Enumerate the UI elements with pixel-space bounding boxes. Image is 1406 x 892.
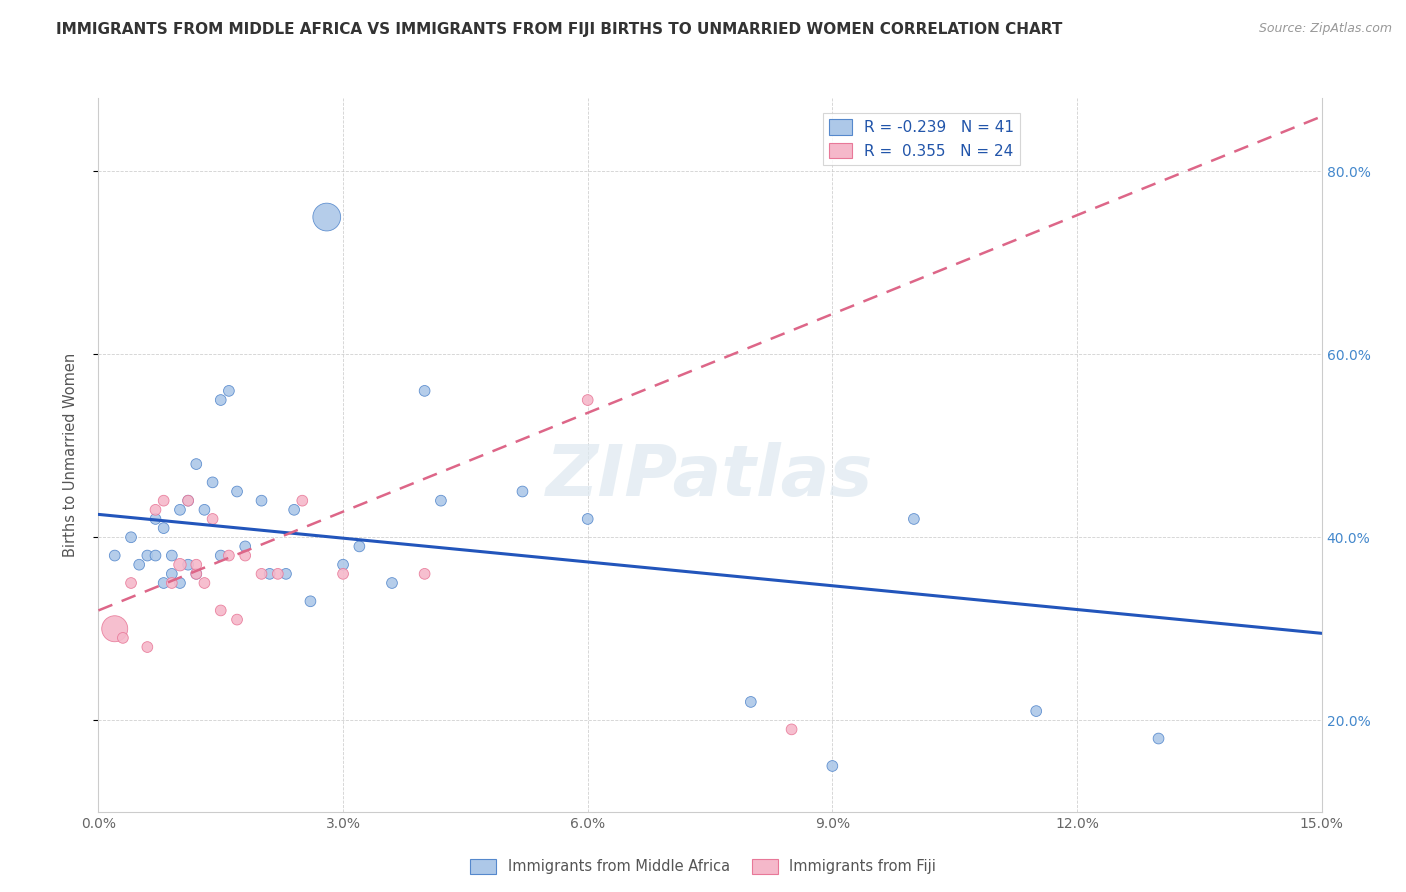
Point (136, 640, 159, 654)
Point (291, 493, 314, 508)
Point (381, 576, 404, 591)
Point (193, 503, 215, 517)
Point (218, 384, 240, 398)
Y-axis label: Births to Unmarried Women: Births to Unmarried Women (63, 353, 77, 557)
Point (740, 695, 762, 709)
Point (209, 603, 232, 617)
Point (145, 549, 167, 563)
Point (186, 566, 208, 581)
Point (576, 512, 599, 526)
Point (209, 392, 232, 407)
Point (1147, 731, 1170, 746)
Point (152, 521, 174, 535)
Point (160, 549, 183, 563)
Point (430, 493, 453, 508)
Point (259, 566, 281, 581)
Text: ZIPatlas: ZIPatlas (547, 442, 873, 511)
Point (160, 576, 183, 591)
Point (152, 493, 174, 508)
Point (413, 384, 436, 398)
Point (209, 549, 232, 563)
Point (111, 631, 134, 645)
Point (193, 576, 215, 591)
Legend: R = -0.239   N = 41, R =  0.355   N = 24: R = -0.239 N = 41, R = 0.355 N = 24 (823, 113, 1021, 165)
Text: IMMIGRANTS FROM MIDDLE AFRICA VS IMMIGRANTS FROM FIJI BIRTHS TO UNMARRIED WOMEN : IMMIGRANTS FROM MIDDLE AFRICA VS IMMIGRA… (56, 22, 1063, 37)
Point (120, 530, 142, 544)
Point (201, 512, 224, 526)
Point (274, 566, 297, 581)
Point (218, 549, 240, 563)
Point (821, 759, 844, 773)
Point (250, 493, 273, 508)
Point (226, 613, 249, 627)
Point (177, 493, 200, 508)
Point (201, 475, 224, 490)
Point (267, 566, 290, 581)
Point (169, 576, 191, 591)
Point (903, 512, 925, 526)
Point (233, 540, 256, 554)
Point (349, 540, 371, 554)
Point (186, 558, 208, 572)
Point (120, 576, 142, 591)
Point (780, 723, 803, 737)
Point (283, 503, 305, 517)
Point (186, 457, 208, 471)
Point (250, 566, 273, 581)
Point (145, 503, 167, 517)
Point (576, 392, 599, 407)
Point (332, 558, 354, 572)
Point (233, 549, 256, 563)
Point (169, 503, 191, 517)
Point (160, 566, 183, 581)
Point (413, 566, 436, 581)
Point (177, 493, 200, 508)
Point (512, 484, 534, 499)
Text: Source: ZipAtlas.com: Source: ZipAtlas.com (1258, 22, 1392, 36)
Point (136, 549, 159, 563)
Point (104, 622, 127, 636)
Legend: Immigrants from Middle Africa, Immigrants from Fiji: Immigrants from Middle Africa, Immigrant… (464, 853, 942, 880)
Point (299, 594, 322, 608)
Point (145, 512, 167, 526)
Point (315, 210, 337, 224)
Point (169, 558, 191, 572)
Point (152, 576, 174, 591)
Point (186, 566, 208, 581)
Point (104, 549, 127, 563)
Point (1025, 704, 1047, 718)
Point (226, 484, 249, 499)
Point (128, 558, 150, 572)
Point (332, 566, 354, 581)
Point (177, 558, 200, 572)
